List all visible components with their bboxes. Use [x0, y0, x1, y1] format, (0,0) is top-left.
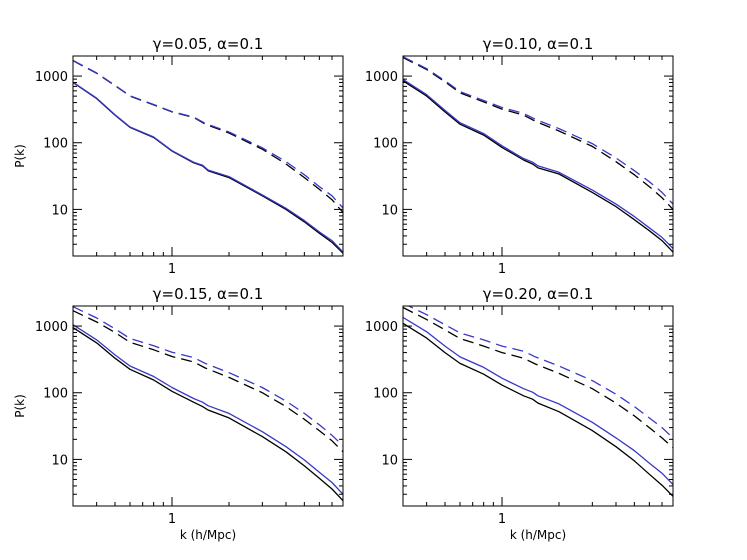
series-line-dashed-blue: [403, 56, 673, 205]
y-tick-label: 1000: [35, 320, 68, 335]
x-tick-label: 1: [168, 262, 176, 277]
series-line-dashed-black: [403, 56, 673, 210]
y-tick-label: 10: [381, 203, 398, 218]
panel-title: γ=0.20, α=0.1: [483, 285, 594, 303]
series-line-dashed-blue: [73, 306, 343, 447]
y-tick-label: 100: [373, 387, 398, 402]
panel-3: 10 100 1000 1 γ=0.15, α=0.1 P(k) k (h/Mpc): [13, 285, 344, 542]
y-axis-label: P(k): [13, 394, 27, 418]
panel-4: 10 100 1000 1 γ=0.20, α=0.1 k (h/Mpc): [365, 285, 674, 542]
y-tick-label: 10: [51, 453, 68, 468]
series-line-solid-black: [403, 322, 673, 497]
series-line-dashed-blue: [73, 59, 343, 209]
x-tick-label: 1: [498, 262, 506, 277]
y-tick-label: 100: [373, 137, 398, 152]
series-group: [403, 56, 673, 253]
series-line-solid-black: [73, 327, 343, 502]
series-line-dashed-black: [73, 310, 343, 453]
panels: 10 100 1000 1 γ=0.05, α=0.1 P(k) 10 100 1000 1 γ=0…: [13, 35, 674, 542]
y-tick-label: 10: [381, 453, 398, 468]
series-group: [73, 59, 343, 254]
series-line-dashed-black: [403, 306, 673, 449]
x-axis-label: k (h/Mpc): [510, 528, 566, 542]
series-line-solid-black: [403, 80, 673, 253]
plot-frame: [402, 55, 674, 257]
panel-2: 10 100 1000 1 γ=0.10, α=0.1: [365, 35, 674, 277]
series-line-dashed-black: [73, 60, 343, 213]
y-tick-label: 100: [43, 387, 68, 402]
panel-title: γ=0.05, α=0.1: [153, 35, 264, 53]
series-line-solid-black: [73, 81, 343, 254]
plot-frame: [72, 305, 344, 507]
x-axis-label: k (h/Mpc): [180, 528, 236, 542]
plot-frame: [402, 305, 674, 507]
panel-1: 10 100 1000 1 γ=0.05, α=0.1 P(k): [13, 35, 344, 277]
series-group: [403, 306, 673, 497]
series-line-dashed-blue: [407, 306, 673, 439]
x-tick-label: 1: [498, 512, 506, 527]
y-tick-label: 1000: [35, 70, 68, 85]
y-axis-label: P(k): [13, 144, 27, 168]
series-group: [73, 306, 343, 502]
series-line-solid-blue: [73, 324, 343, 495]
panel-title: γ=0.10, α=0.1: [483, 35, 594, 53]
plot-frame: [72, 55, 344, 257]
series-line-solid-blue: [73, 81, 343, 253]
y-tick-label: 100: [43, 137, 68, 152]
series-line-solid-blue: [403, 316, 673, 485]
x-tick-label: 1: [168, 512, 176, 527]
y-tick-label: 10: [51, 203, 68, 218]
panel-title: γ=0.15, α=0.1: [153, 285, 264, 303]
y-tick-label: 1000: [365, 320, 398, 335]
y-tick-label: 1000: [365, 70, 398, 85]
series-line-solid-blue: [403, 78, 673, 249]
